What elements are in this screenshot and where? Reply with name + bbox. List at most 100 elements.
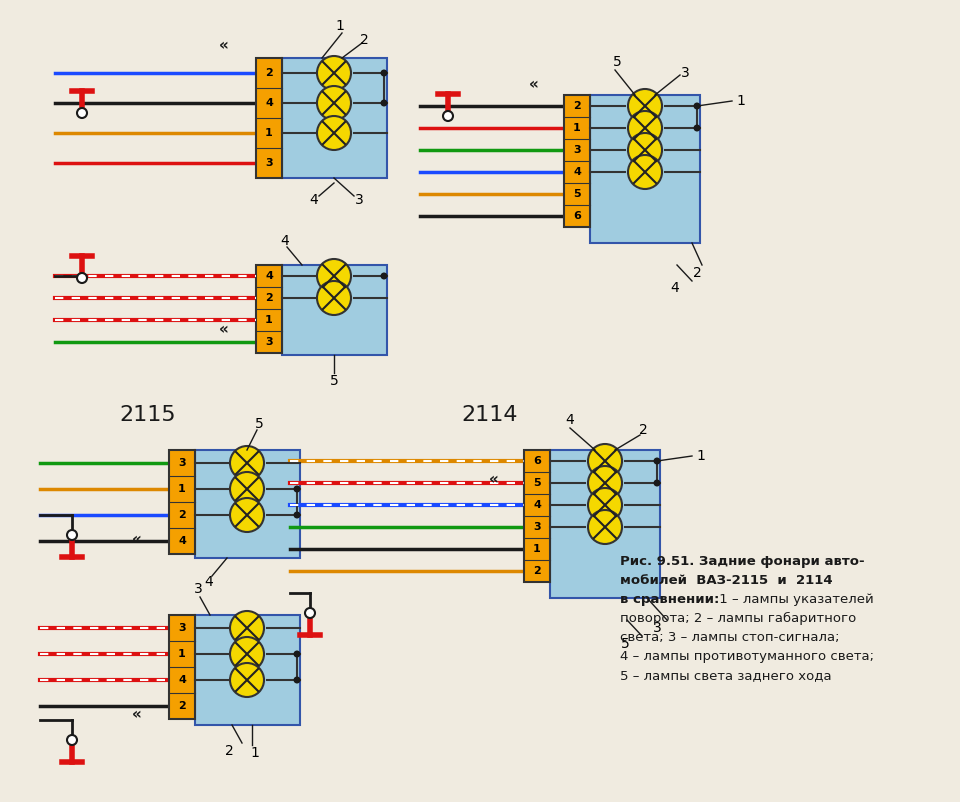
Text: 1: 1 (573, 123, 581, 133)
Bar (195, 615, 300, 725)
Text: 4: 4 (178, 675, 186, 685)
Bar (550, 450, 660, 598)
Text: поворота; 2 – лампы габаритного: поворота; 2 – лампы габаритного (620, 612, 856, 625)
Text: 5 – лампы света заднего хода: 5 – лампы света заднего хода (620, 669, 831, 682)
Text: 4: 4 (204, 575, 213, 589)
Circle shape (588, 466, 622, 500)
Text: Рис. 9.51. Задние фонари авто-: Рис. 9.51. Задние фонари авто- (620, 555, 865, 568)
Circle shape (443, 111, 453, 121)
Circle shape (654, 457, 660, 464)
Circle shape (628, 155, 662, 189)
Bar (282, 58, 387, 178)
Text: 3: 3 (354, 193, 364, 207)
Text: «: « (132, 707, 142, 723)
Text: 4: 4 (310, 193, 319, 207)
Bar (256, 265, 282, 353)
Circle shape (588, 488, 622, 522)
Text: 4: 4 (280, 234, 289, 248)
Text: 2: 2 (179, 510, 186, 520)
Bar (169, 615, 195, 719)
Text: 2: 2 (179, 701, 186, 711)
Text: 3: 3 (573, 145, 581, 155)
Text: «: « (219, 38, 228, 54)
Bar (282, 265, 387, 355)
Circle shape (317, 116, 351, 150)
Circle shape (654, 480, 660, 487)
Text: 3: 3 (653, 621, 661, 635)
Text: 4: 4 (565, 413, 574, 427)
Circle shape (230, 472, 264, 506)
Circle shape (77, 108, 87, 118)
Circle shape (628, 89, 662, 123)
Circle shape (230, 637, 264, 671)
Text: 3: 3 (179, 458, 186, 468)
Text: 1: 1 (179, 484, 186, 494)
Circle shape (628, 133, 662, 167)
Text: 4: 4 (573, 167, 581, 177)
Text: 3: 3 (179, 623, 186, 633)
Text: 1: 1 (179, 649, 186, 659)
Text: 1: 1 (265, 315, 273, 325)
Text: 1: 1 (265, 128, 273, 138)
Circle shape (588, 510, 622, 544)
Text: света; 3 – лампы стоп-сигнала;: света; 3 – лампы стоп-сигнала; (620, 631, 839, 644)
Text: «: « (132, 533, 142, 548)
Bar (169, 450, 195, 554)
Circle shape (230, 498, 264, 532)
Circle shape (230, 663, 264, 697)
Circle shape (67, 735, 77, 745)
Text: 3: 3 (533, 522, 540, 532)
Text: 1 – лампы указателей: 1 – лампы указателей (715, 593, 874, 606)
Circle shape (294, 512, 300, 519)
Circle shape (317, 259, 351, 293)
Text: 2: 2 (265, 293, 273, 303)
Text: 3: 3 (194, 582, 203, 596)
Text: 1: 1 (736, 94, 745, 108)
Text: 4: 4 (533, 500, 540, 510)
Text: «: « (489, 472, 499, 488)
Circle shape (317, 56, 351, 90)
Text: 3: 3 (265, 337, 273, 347)
Text: 4: 4 (265, 98, 273, 108)
Text: 5: 5 (254, 417, 263, 431)
Circle shape (380, 70, 388, 76)
Text: 5: 5 (533, 478, 540, 488)
Text: 1: 1 (533, 544, 540, 554)
Circle shape (305, 608, 315, 618)
Text: «: « (219, 322, 228, 338)
Text: 4: 4 (265, 271, 273, 281)
Text: 2: 2 (360, 33, 369, 47)
Circle shape (628, 111, 662, 145)
Text: 3: 3 (265, 158, 273, 168)
Circle shape (294, 677, 300, 683)
Text: 1: 1 (697, 449, 706, 463)
Bar (524, 450, 550, 582)
Bar (564, 95, 590, 227)
Bar (590, 95, 700, 243)
Circle shape (317, 86, 351, 120)
Bar (195, 450, 300, 558)
Text: 2: 2 (265, 68, 273, 78)
Circle shape (693, 124, 701, 132)
Circle shape (294, 485, 300, 492)
Text: «: « (529, 78, 539, 92)
Circle shape (317, 281, 351, 315)
Text: 2: 2 (692, 266, 702, 280)
Text: 5: 5 (329, 374, 338, 388)
Circle shape (588, 444, 622, 478)
Text: 2: 2 (638, 423, 647, 437)
Circle shape (294, 650, 300, 658)
Circle shape (77, 273, 87, 283)
Bar (256, 58, 282, 178)
Circle shape (380, 273, 388, 280)
Text: 4: 4 (178, 536, 186, 546)
Text: 4 – лампы противотуманного света;: 4 – лампы противотуманного света; (620, 650, 874, 663)
Text: мобилей  ВАЗ-2115  и  2114: мобилей ВАЗ-2115 и 2114 (620, 574, 832, 587)
Text: 2: 2 (225, 744, 233, 758)
Text: 4: 4 (671, 281, 680, 295)
Text: 6: 6 (573, 211, 581, 221)
Text: 2114: 2114 (462, 405, 518, 425)
Text: 2: 2 (533, 566, 540, 576)
Circle shape (67, 530, 77, 540)
Text: 2115: 2115 (120, 405, 177, 425)
